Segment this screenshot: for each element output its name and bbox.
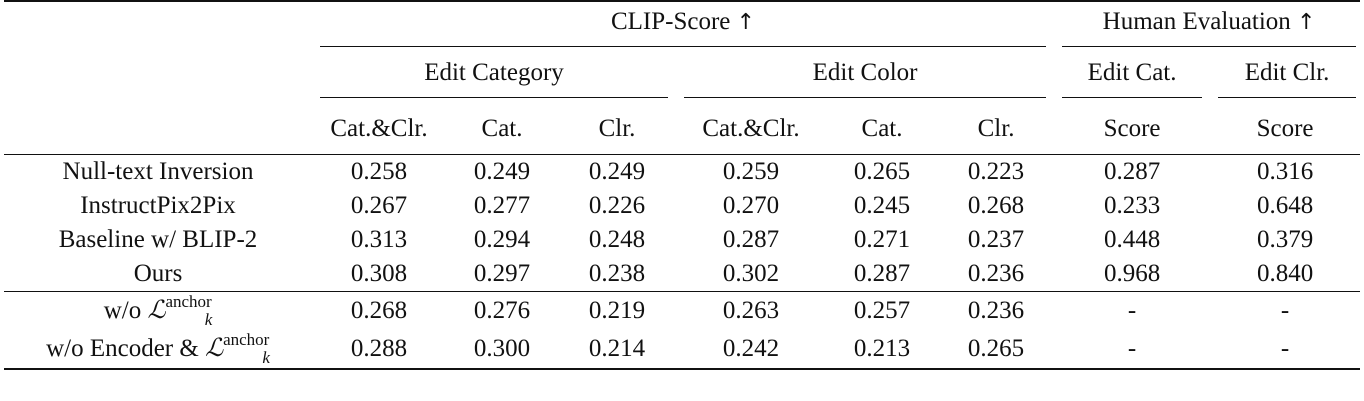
- value-cell: 0.287: [1054, 154, 1211, 189]
- value-cell: 0.265: [826, 154, 938, 189]
- value-cell: 0.297: [473, 260, 531, 287]
- column-header: Cat.: [861, 115, 903, 142]
- method-name: w/o Encoder & ℒanchork: [4, 330, 312, 370]
- table-row: w/o ℒanchork 0.268 0.276 0.219 0.263 0.2…: [4, 291, 1361, 330]
- value-cell: 0.379: [1256, 226, 1314, 253]
- value-cell: 0.236: [938, 291, 1055, 330]
- header-row-subgroups: Edit Category Edit Color Edit Cat. Edit …: [4, 53, 1360, 104]
- results-table: CLIP-Score ↑ Human Evaluation ↑ Edit Cat…: [4, 0, 1361, 370]
- value-cell: 0.236: [967, 260, 1025, 287]
- value-cell: 0.219: [558, 291, 676, 330]
- ablation-results: w/o ℒanchork 0.268 0.276 0.219 0.263 0.2…: [4, 291, 1361, 370]
- value-cell: 0.294: [473, 226, 531, 253]
- value-cell: 0.287: [722, 226, 780, 253]
- value-cell: 0.233: [1103, 192, 1161, 219]
- value-cell: 0.267: [350, 192, 408, 219]
- value-cell: 0.316: [1210, 154, 1361, 189]
- method-prefix: w/o Encoder &: [46, 335, 206, 362]
- value-cell: 0.249: [446, 154, 558, 189]
- loss-subscript: k: [262, 348, 270, 367]
- column-header: Score: [1256, 115, 1314, 142]
- table-row: Null-text Inversion 0.258 0.249 0.249 0.…: [4, 154, 1361, 189]
- edit-category-header: Edit Category: [424, 59, 564, 86]
- loss-symbol: ℒ: [205, 335, 224, 362]
- value-cell: 0.840: [1256, 260, 1314, 287]
- value-cell: 0.258: [312, 154, 446, 189]
- loss-symbol: ℒ: [147, 297, 166, 324]
- up-arrow-icon: ↑: [736, 10, 756, 35]
- table-row: Baseline w/ BLIP-2 0.313 0.294 0.248 0.2…: [4, 223, 1360, 257]
- method-prefix: w/o: [103, 297, 148, 324]
- value-cell: 0.448: [1103, 226, 1161, 253]
- value-cell: 0.248: [588, 226, 646, 253]
- value-cell: 0.237: [967, 226, 1025, 253]
- value-cell: 0.214: [558, 330, 676, 370]
- value-cell: 0.245: [853, 192, 911, 219]
- column-header: Clr.: [977, 115, 1015, 142]
- column-header: Score: [1103, 115, 1161, 142]
- value-cell: -: [1054, 330, 1211, 370]
- value-cell: 0.968: [1103, 260, 1161, 287]
- method-name: Null-text Inversion: [4, 154, 312, 189]
- column-header: Cat.&Clr.: [330, 115, 428, 142]
- human-evaluation-header: Human Evaluation ↑: [1102, 8, 1316, 35]
- loss-superscript: anchor: [165, 292, 212, 311]
- method-name: Ours: [133, 260, 183, 287]
- value-cell: 0.648: [1256, 192, 1314, 219]
- value-cell: 0.300: [446, 330, 558, 370]
- value-cell: 0.313: [350, 226, 408, 253]
- edit-color-header: Edit Color: [812, 59, 918, 86]
- value-cell: 0.213: [826, 330, 938, 370]
- header-row-columns: Cat.&Clr. Cat. Clr. Cat.&Clr. Cat. Clr. …: [4, 104, 1360, 155]
- table-row: InstructPix2Pix 0.267 0.277 0.226 0.270 …: [4, 189, 1360, 223]
- value-cell: 0.268: [312, 291, 446, 330]
- value-cell: 0.259: [676, 154, 826, 189]
- value-cell: 0.276: [446, 291, 558, 330]
- value-cell: 0.271: [853, 226, 911, 253]
- value-cell: -: [1210, 330, 1361, 370]
- clip-score-header: CLIP-Score ↑: [610, 8, 756, 35]
- value-cell: 0.288: [312, 330, 446, 370]
- column-header: Cat.: [481, 115, 523, 142]
- method-name: InstructPix2Pix: [80, 192, 236, 219]
- method-name: Baseline w/ BLIP-2: [58, 226, 258, 253]
- value-cell: -: [1210, 291, 1361, 330]
- method-name: w/o ℒanchork: [4, 291, 312, 330]
- edit-clr-short-header: Edit Clr.: [1244, 59, 1330, 86]
- up-arrow-icon: ↑: [1297, 10, 1316, 35]
- column-header: Clr.: [598, 115, 636, 142]
- loss-subscript: k: [204, 310, 213, 329]
- main-results: Null-text Inversion 0.258 0.249 0.249 0.…: [4, 154, 1361, 292]
- value-cell: 0.277: [473, 192, 531, 219]
- value-cell: -: [1054, 291, 1211, 330]
- value-cell: 0.223: [938, 154, 1055, 189]
- value-cell: 0.242: [676, 330, 826, 370]
- value-cell: 0.249: [558, 154, 676, 189]
- value-cell: 0.265: [938, 330, 1055, 370]
- value-cell: 0.287: [853, 260, 911, 287]
- value-cell: 0.270: [722, 192, 780, 219]
- edit-cat-short-header: Edit Cat.: [1087, 59, 1177, 86]
- value-cell: 0.226: [588, 192, 646, 219]
- table-row: w/o Encoder & ℒanchork 0.288 0.300 0.214…: [4, 330, 1361, 370]
- value-cell: 0.238: [588, 260, 646, 287]
- value-cell: 0.302: [722, 260, 780, 287]
- table-row: Ours 0.308 0.297 0.238 0.302 0.287 0.236…: [4, 257, 1360, 292]
- header-row-groups: CLIP-Score ↑ Human Evaluation ↑: [4, 0, 1361, 53]
- column-header: Cat.&Clr.: [702, 115, 800, 142]
- value-cell: 0.268: [967, 192, 1025, 219]
- loss-superscript: anchor: [223, 330, 270, 349]
- value-cell: 0.308: [350, 260, 408, 287]
- value-cell: 0.263: [676, 291, 826, 330]
- value-cell: 0.257: [826, 291, 938, 330]
